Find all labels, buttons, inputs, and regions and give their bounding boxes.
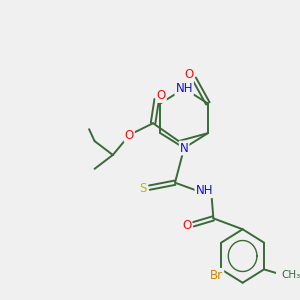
Text: N: N <box>180 142 188 154</box>
Text: Br: Br <box>210 269 223 282</box>
Text: NH: NH <box>196 184 213 197</box>
Text: O: O <box>125 129 134 142</box>
Text: NH: NH <box>176 82 193 95</box>
Text: S: S <box>139 182 147 195</box>
Text: CH₃: CH₃ <box>282 270 300 280</box>
Text: O: O <box>157 89 166 102</box>
Text: O: O <box>184 68 193 81</box>
Text: O: O <box>182 219 191 232</box>
